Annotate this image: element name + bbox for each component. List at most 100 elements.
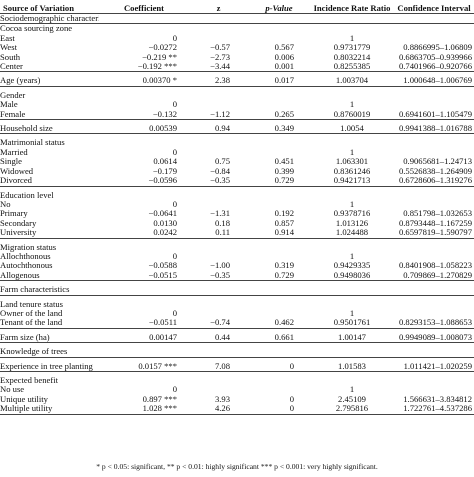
cell-confidence-interval bbox=[394, 148, 474, 157]
cell-confidence-interval bbox=[394, 14, 474, 24]
cell-p-value: 0 bbox=[248, 404, 310, 415]
cell-coefficient: 0.00147 bbox=[99, 332, 189, 344]
row-label: Allochthonous bbox=[0, 251, 51, 261]
cell-p-value: 0.006 bbox=[274, 52, 294, 62]
cell-incidence-rate-ratio: 0.9501761 bbox=[310, 318, 394, 329]
cell-z bbox=[189, 347, 248, 358]
cell-coefficient: −0.0641 bbox=[148, 209, 177, 219]
cell-coefficient: 0 bbox=[172, 385, 177, 395]
row-label: Experience in tree planting bbox=[0, 361, 99, 372]
row-label: South bbox=[0, 52, 21, 62]
cell-z bbox=[189, 91, 248, 100]
column-header-z: z bbox=[189, 0, 248, 14]
cell-p-value bbox=[248, 385, 310, 394]
row-label: Autochthonous bbox=[0, 261, 53, 271]
cell-p-value bbox=[248, 23, 310, 34]
table-row: Male 0 1 bbox=[0, 100, 474, 109]
cell-z: −1.12 bbox=[189, 109, 248, 121]
table-row: Primary −0.0641 −1.31 0.192 0.9378716 0.85179… bbox=[0, 209, 474, 218]
cell-confidence-interval bbox=[394, 23, 474, 34]
cell-incidence-rate-ratio bbox=[310, 23, 394, 34]
cell-incidence-rate-ratio: 0.8760019 bbox=[310, 109, 394, 121]
cell-z bbox=[189, 300, 248, 309]
table-row: Cocoa sourcing zone bbox=[0, 23, 474, 34]
table-row: Farm characteristics bbox=[0, 285, 474, 296]
table-row: Land tenure status bbox=[0, 300, 474, 309]
cell-z: 3.93 bbox=[214, 394, 230, 404]
cell-confidence-interval bbox=[394, 376, 474, 385]
cell-z: 0.44 bbox=[189, 332, 248, 344]
cell-coefficient: 0.0130 bbox=[153, 218, 177, 228]
row-label: Migration status bbox=[0, 242, 57, 252]
cell-confidence-interval: 0.9941388–1.016788 bbox=[394, 124, 474, 135]
column-header-incidence-rate-ratio: Incidence Rate Ratio bbox=[310, 0, 394, 14]
cell-confidence-interval bbox=[394, 285, 474, 296]
row-label: Married bbox=[0, 147, 28, 157]
cell-z: −0.84 bbox=[210, 166, 230, 176]
table-row: Secondary 0.0130 0.18 0.857 1.013126 0.879344… bbox=[0, 219, 474, 228]
cell-p-value: 0.349 bbox=[248, 124, 310, 135]
table-row: Center −0.192 *** −3.44 0.001 0.8255385 0.740… bbox=[0, 62, 474, 73]
cell-coefficient bbox=[99, 191, 189, 200]
cell-p-value: 0.462 bbox=[248, 318, 310, 329]
cell-z: −0.57 bbox=[210, 43, 230, 53]
table-row: Matrimonial status bbox=[0, 138, 474, 147]
cell-p-value: 0.914 bbox=[248, 228, 310, 239]
cell-coefficient bbox=[99, 23, 189, 34]
table-row: Allogenous −0.0515 −0.35 0.729 0.9498036 0.70… bbox=[0, 270, 474, 282]
cell-p-value bbox=[248, 148, 310, 157]
column-header-p-value: p-Value bbox=[248, 0, 310, 14]
cell-coefficient: −0.0515 bbox=[99, 270, 189, 282]
cell-p-value bbox=[248, 376, 310, 385]
table-row: University 0.0242 0.11 0.914 1.024488 0.65978… bbox=[0, 228, 474, 239]
cell-coefficient: 0.897 *** bbox=[142, 394, 177, 404]
cell-incidence-rate-ratio: 2.45109 bbox=[338, 394, 366, 404]
row-label: Gender bbox=[0, 90, 26, 100]
cell-p-value: 0.567 bbox=[274, 43, 294, 53]
cell-z: −0.35 bbox=[189, 176, 248, 187]
cell-confidence-interval: 0.709869–1.270829 bbox=[394, 270, 474, 282]
cell-coefficient: 0 bbox=[172, 251, 177, 261]
table-row: Unique utility 0.897 *** 3.93 0 2.45109 1.566… bbox=[0, 395, 474, 404]
cell-coefficient bbox=[99, 376, 189, 385]
table-row: Knowledge of trees bbox=[0, 347, 474, 358]
row-label: Female bbox=[0, 109, 99, 121]
cell-coefficient: 0.0157 *** bbox=[99, 361, 189, 372]
cell-p-value: 0.001 bbox=[248, 62, 310, 73]
cell-p-value: 0.857 bbox=[274, 218, 294, 228]
row-label: Tenant of the land bbox=[0, 318, 99, 329]
cell-incidence-rate-ratio bbox=[310, 191, 394, 200]
cell-incidence-rate-ratio: 0.9421713 bbox=[310, 176, 394, 187]
cell-coefficient: 0 bbox=[172, 199, 177, 209]
cell-z: 4.26 bbox=[189, 404, 248, 415]
cell-coefficient: −0.0272 bbox=[148, 43, 177, 53]
cell-incidence-rate-ratio: 1.0054 bbox=[310, 124, 394, 135]
cell-z: 2.38 bbox=[189, 76, 248, 87]
cell-incidence-rate-ratio bbox=[310, 285, 394, 296]
cell-incidence-rate-ratio: 1.024488 bbox=[310, 228, 394, 239]
cell-incidence-rate-ratio: 1.01583 bbox=[310, 361, 394, 372]
cell-incidence-rate-ratio: 1.063301 bbox=[335, 157, 369, 167]
cell-confidence-interval: 0.8293153–1.088653 bbox=[394, 318, 474, 329]
cell-z bbox=[189, 243, 248, 252]
cell-p-value bbox=[248, 300, 310, 309]
cell-p-value: 0.319 bbox=[274, 261, 294, 271]
table-row: Female −0.132 −1.12 0.265 0.8760019 0.6941601… bbox=[0, 109, 474, 121]
cell-z bbox=[189, 100, 248, 109]
cell-incidence-rate-ratio bbox=[310, 138, 394, 147]
cell-confidence-interval: 0.7401966–0.920766 bbox=[394, 62, 474, 73]
row-label: Household size bbox=[0, 124, 99, 135]
row-label: East bbox=[0, 33, 15, 43]
table-row: Autochthonous −0.0588 −1.00 0.319 0.9429335 0… bbox=[0, 261, 474, 270]
cell-z bbox=[189, 14, 248, 24]
cell-z: 0.11 bbox=[189, 228, 248, 239]
row-label: Farm size (ha) bbox=[0, 332, 99, 344]
cell-z: 0.18 bbox=[214, 218, 230, 228]
cell-incidence-rate-ratio: 0.8361246 bbox=[333, 166, 371, 176]
row-label: Multiple utility bbox=[0, 404, 99, 415]
cell-coefficient: 0.00370 * bbox=[99, 76, 189, 87]
cell-z: −2.73 bbox=[210, 52, 230, 62]
row-label: No bbox=[0, 199, 11, 209]
table-row: Age (years) 0.00370 * 2.38 0.017 1.003704 1.0… bbox=[0, 76, 474, 87]
cell-coefficient: −0.0596 bbox=[99, 176, 189, 187]
